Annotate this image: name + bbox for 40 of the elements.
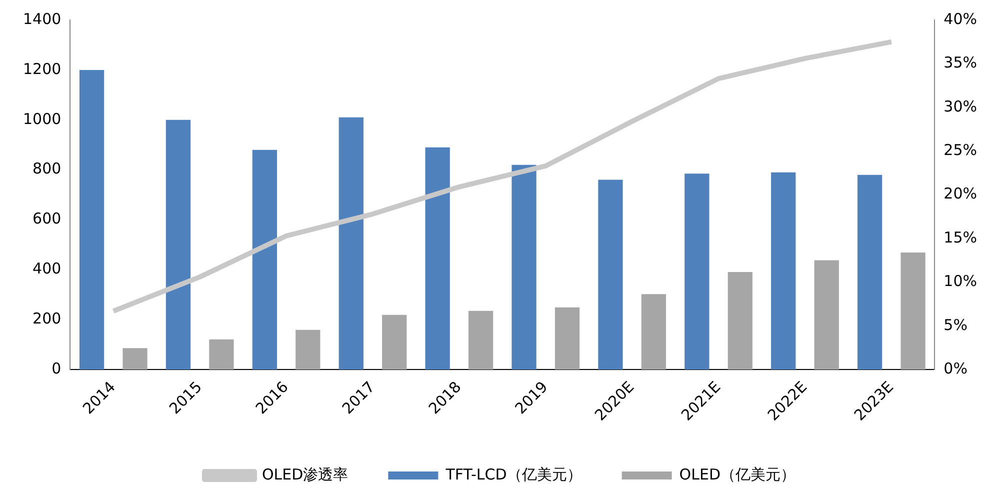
- bar: [814, 260, 839, 370]
- bar: [728, 272, 752, 370]
- y-tick-label: 600: [32, 210, 62, 228]
- bar: [296, 330, 320, 370]
- bar: [122, 348, 148, 370]
- y2-tick-label: 15%: [944, 228, 978, 246]
- bar: [900, 252, 926, 370]
- y-tick-label: 200: [32, 310, 62, 328]
- bar: [641, 294, 666, 370]
- y-tick-label: 1200: [22, 60, 62, 78]
- bar: [252, 150, 277, 370]
- y2-tick-label: 5%: [944, 316, 968, 334]
- y-tick-label: 1000: [22, 110, 62, 128]
- bar: [468, 310, 494, 370]
- bar: [598, 180, 623, 370]
- y2-tick-label: 40%: [944, 10, 978, 28]
- bar: [166, 120, 191, 370]
- bar: [512, 164, 536, 370]
- bar: [382, 314, 407, 370]
- y2-tick-label: 30%: [944, 97, 978, 116]
- y2-tick-label: 20%: [944, 184, 978, 203]
- bar: [425, 147, 450, 370]
- bar: [209, 339, 234, 370]
- legend-label: OLED渗透率: [262, 465, 348, 484]
- y-tick-label: 0: [52, 359, 62, 378]
- bar: [79, 70, 104, 370]
- legend-label: OLED（亿美元）: [679, 465, 796, 484]
- bar: [338, 117, 364, 370]
- legend-label: TFT-LCD（亿美元）: [444, 465, 582, 484]
- bar: [858, 174, 882, 370]
- y2-tick-label: 0%: [944, 359, 968, 378]
- y2-tick-label: 25%: [944, 140, 978, 159]
- bar: [554, 307, 580, 370]
- bar: [771, 172, 796, 370]
- y2-tick-label: 10%: [944, 272, 978, 290]
- y-tick-label: 1400: [22, 10, 62, 28]
- bar: [684, 174, 710, 370]
- y2-tick-label: 35%: [944, 54, 978, 72]
- y-tick-label: 800: [32, 160, 62, 178]
- y-tick-label: 400: [32, 260, 62, 278]
